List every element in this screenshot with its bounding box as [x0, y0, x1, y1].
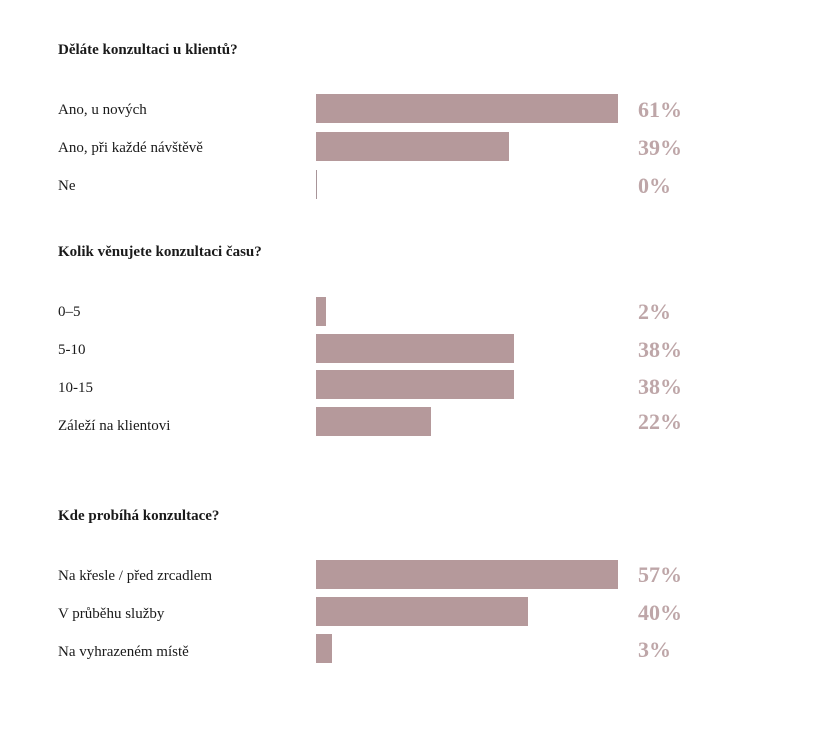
- q3-bar-1: [316, 560, 618, 589]
- q2-bar-4: [316, 407, 431, 436]
- q3-value-1: 57%: [638, 562, 682, 587]
- q2-bar-1: [316, 297, 326, 326]
- q1-bar-1: [316, 94, 618, 123]
- q2-category-4: Záleží na klientovi: [58, 418, 171, 434]
- q2-bar-3: [316, 370, 514, 399]
- q2-category-3: 10-15: [58, 380, 93, 396]
- q3-category-1: Na křesle / před zrcadlem: [58, 568, 213, 584]
- q3-bar-3: [316, 634, 332, 663]
- q2-category-2: 5-10: [58, 342, 86, 358]
- question-3-title: Kde probíhá konzultace?: [58, 508, 220, 524]
- q3-bar-2: [316, 597, 528, 626]
- q2-value-4: 22%: [638, 409, 682, 434]
- q3-category-3: Na vyhrazeném místě: [58, 644, 189, 660]
- q1-bar-3: [316, 170, 317, 199]
- q2-value-3: 38%: [638, 374, 682, 399]
- q1-category-2: Ano, při každé návštěvě: [58, 140, 203, 156]
- q1-value-1: 61%: [638, 97, 682, 122]
- q3-category-2: V průběhu služby: [58, 606, 165, 622]
- q2-category-1: 0–5: [58, 304, 81, 320]
- q1-value-3: 0%: [638, 173, 671, 198]
- q2-value-1: 2%: [638, 299, 671, 324]
- q1-category-1: Ano, u nových: [58, 102, 147, 118]
- question-1-title: Děláte konzultaci u klientů?: [58, 42, 238, 58]
- q2-bar-2: [316, 334, 514, 363]
- q3-value-2: 40%: [638, 600, 682, 625]
- q1-bar-2: [316, 132, 509, 161]
- q1-category-3: Ne: [58, 178, 76, 194]
- question-2-title: Kolik věnujete konzultaci času?: [58, 244, 262, 260]
- q1-value-2: 39%: [638, 135, 682, 160]
- q3-value-3: 3%: [638, 637, 671, 662]
- q2-value-2: 38%: [638, 337, 682, 362]
